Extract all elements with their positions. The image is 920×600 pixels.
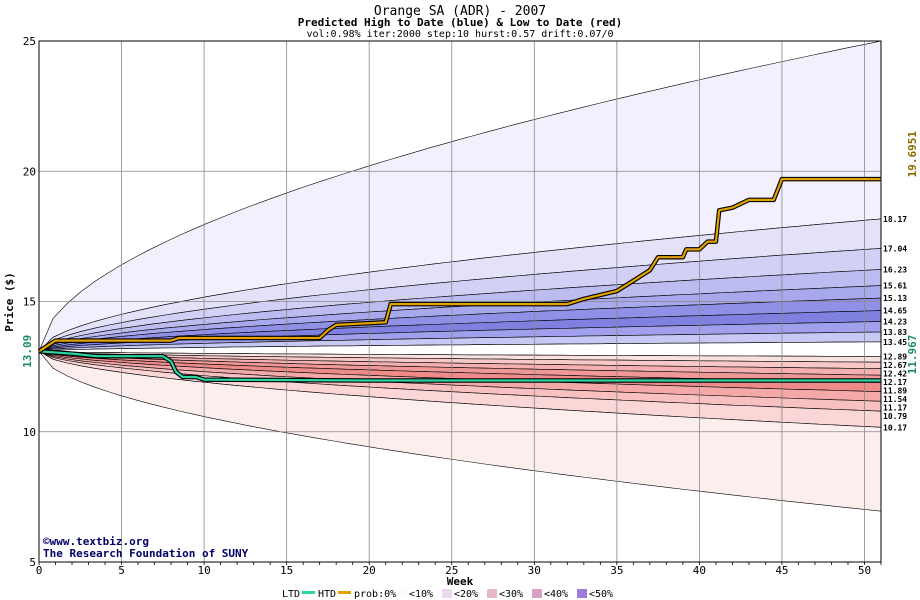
legend-ltd-swatch: [302, 591, 315, 594]
y-tick-label: 20: [23, 165, 36, 178]
x-tick-label: 25: [445, 564, 458, 577]
high-quantile-label: 14.65: [883, 307, 907, 316]
low-quantile-label: 10.17: [883, 423, 907, 432]
legend-ltd-label: LTD: [282, 589, 300, 600]
htd-final-label: 19.6951: [906, 131, 919, 178]
low-quantile-label: 12.17: [883, 378, 907, 387]
low-quantile-label: 11.17: [883, 403, 907, 412]
y-tick-label: 25: [23, 35, 36, 48]
x-tick-label: 20: [363, 564, 376, 577]
legend-prob-label: prob:0%: [354, 589, 396, 600]
low-quantile-label: 11.89: [883, 386, 907, 395]
legend-htd-swatch: [338, 591, 351, 594]
x-tick-label: 0: [36, 564, 43, 577]
high-quantile-label: 17.04: [883, 244, 907, 253]
legend-bin-swatch: [577, 589, 587, 598]
x-tick-label: 5: [118, 564, 125, 577]
high-quantile-label: 13.83: [883, 328, 907, 337]
legend-bin-label: <30%: [499, 589, 523, 600]
y-tick-label: 10: [23, 426, 36, 439]
y-tick-label: 5: [29, 556, 36, 569]
legend-bin-label: <10%: [409, 589, 433, 600]
legend-bin-label: <20%: [454, 589, 478, 600]
x-tick-label: 50: [858, 564, 871, 577]
high-quantile-label: 15.13: [883, 294, 907, 303]
legend-bin-label: <50%: [589, 589, 613, 600]
ltd-line: [38, 350, 881, 382]
legend-bin-swatch: [397, 589, 407, 598]
low-quantile-label: 12.42: [883, 369, 907, 378]
ltd-final-label: 11.967: [906, 335, 919, 375]
low-quantile-label: 10.79: [883, 412, 907, 421]
x-tick-label: 15: [280, 564, 293, 577]
quantile-labels: 18.17 17.04 16.23 15.61 15.13 14.65 14.2313.83…: [883, 215, 907, 432]
legend-bin-swatch: [532, 589, 542, 598]
legend: LTD HTD prob:0% <10% <20% <30% <40% <50%: [282, 589, 613, 600]
x-tick-labels: 0 5 10 15 20 25 30 35 40 45 50: [36, 564, 871, 577]
chart-subtitle: Predicted High to Date (blue) & Low to D…: [298, 16, 623, 29]
high-quantile-label: 13.45: [883, 338, 907, 347]
chart-params: vol:0.98% iter:2000 step:10 hurst:0.57 d…: [306, 29, 613, 40]
low-quantile-label: 11.54: [883, 395, 907, 404]
x-tick-label: 10: [197, 564, 210, 577]
y-tick-label: 15: [23, 296, 36, 309]
low-quantile-label: 12.89: [883, 352, 907, 361]
legend-bin-label: <40%: [544, 589, 568, 600]
htd-line: [38, 178, 881, 353]
high-quantile-label: 16.23: [883, 265, 907, 274]
low-quantile-label: 12.67: [883, 361, 907, 370]
series: [37, 176, 881, 383]
x-axis-label: Week: [447, 575, 474, 588]
y-tick-labels: 5 10 15 20 25: [23, 35, 36, 569]
plot-frame: [38, 40, 882, 563]
x-tick-label: 45: [775, 564, 788, 577]
credit-site: ©www.textbiz.org: [43, 535, 149, 548]
x-tick-label: 40: [693, 564, 706, 577]
high-quantile-label: 18.17: [883, 215, 907, 224]
high-quantile-label: 15.61: [883, 282, 907, 291]
y-axis-label: Price ($): [3, 272, 16, 332]
x-tick-label: 30: [528, 564, 541, 577]
legend-htd-label: HTD: [318, 589, 336, 600]
start-price-label: 13.09: [21, 335, 34, 368]
legend-bin-swatch: [487, 589, 497, 598]
credit-org: The Research Foundation of SUNY: [43, 547, 249, 560]
legend-bin-swatch: [442, 589, 452, 598]
high-quantile-label: 14.23: [883, 318, 907, 327]
chart-title: Orange SA (ADR) - 2007: [374, 4, 546, 19]
x-tick-label: 35: [610, 564, 623, 577]
